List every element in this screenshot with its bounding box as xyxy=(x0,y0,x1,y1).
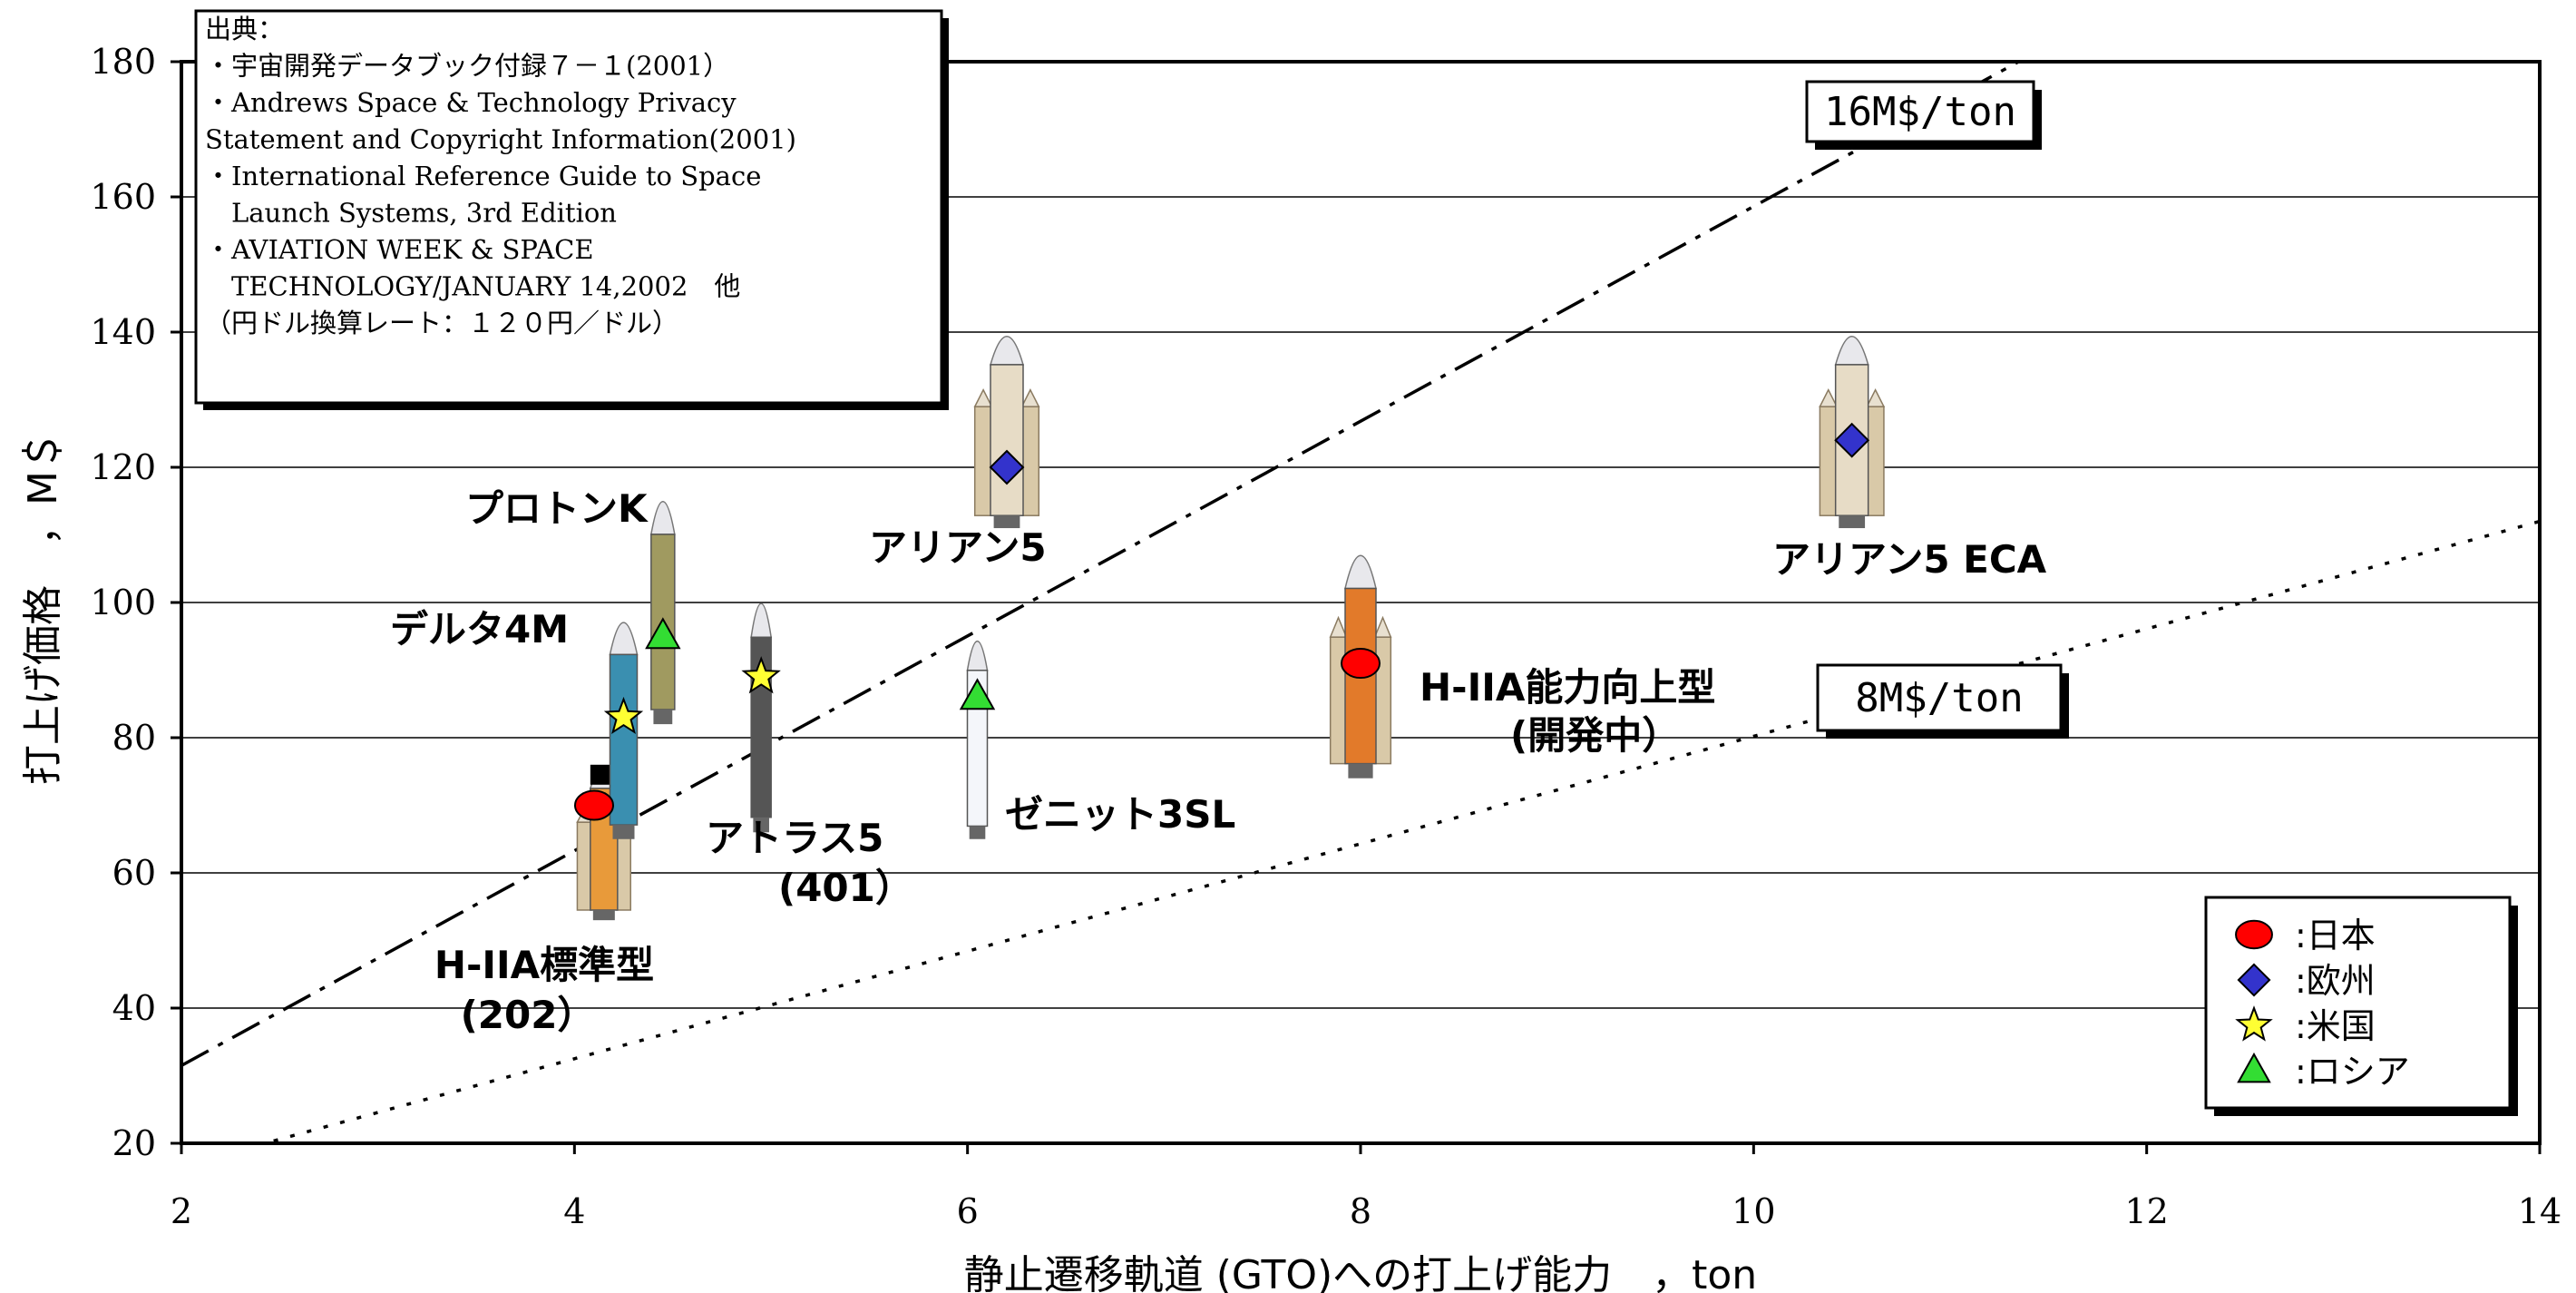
rocket-icon xyxy=(966,640,989,839)
legend-marker xyxy=(2235,919,2273,950)
legend-label: :欧州 xyxy=(2295,961,2376,1001)
legend-label: :ロシア xyxy=(2295,1052,2410,1092)
legend: :日本 :欧州 :米国 :ロシア xyxy=(2204,896,2518,1116)
reference-line xyxy=(181,62,2023,1067)
legend-label: :日本 xyxy=(2295,916,2376,955)
x-tick-label: 4 xyxy=(563,1191,585,1231)
x-tick-label: 14 xyxy=(2518,1191,2561,1231)
rate-labels: 16M$/ton 8M$/ton xyxy=(1805,80,2069,739)
vehicle-labels: H-IIA標準型 (202） H-IIA能力向上型(開発中） アリアン5 アリアン5 E… xyxy=(390,486,2047,1037)
vehicle-label: アリアン5 xyxy=(869,525,1047,570)
x-tick-label: 2 xyxy=(171,1191,192,1231)
source-line: （円ドル換算レート：１２０円／ドル） xyxy=(205,308,678,338)
vehicle-label: デルタ4M xyxy=(390,607,569,651)
x-axis-ticks: 2 4 6 8 10 12 14 xyxy=(171,1143,2561,1231)
data-point xyxy=(645,617,681,650)
source-line: ・Andrews Space & Technology Privacy xyxy=(205,87,737,118)
x-tick-label: 6 xyxy=(957,1191,979,1231)
legend-marker xyxy=(2235,1005,2273,1042)
data-point xyxy=(603,696,644,735)
source-line: Statement and Copyright Information(2001… xyxy=(205,124,796,155)
data-point xyxy=(574,789,614,821)
rate-label-box xyxy=(1805,80,2035,143)
reference-line xyxy=(259,519,2540,1143)
vehicle-label: アリアン5 ECA xyxy=(1772,537,2047,582)
reference-lines xyxy=(181,62,2540,1143)
legend-label: :米国 xyxy=(2295,1006,2376,1046)
source-line: 出典： xyxy=(205,14,284,44)
y-tick-label: 160 xyxy=(90,177,156,217)
y-tick-label: 60 xyxy=(112,853,156,893)
y-tick-label: 20 xyxy=(112,1123,156,1163)
rate-label-box xyxy=(1816,663,2063,732)
rocket-icon xyxy=(973,335,1040,529)
legend-marker xyxy=(2237,963,2271,997)
y-tick-label: 180 xyxy=(90,42,156,82)
legend-marker xyxy=(2237,1052,2271,1083)
x-axis-label: 静止遷移軌道 (GTO)への打上げ能力 ，ton xyxy=(964,1252,1757,1293)
vehicle-label: H-IIA能力向上型 xyxy=(1420,665,1715,710)
y-tick-label: 80 xyxy=(112,718,156,758)
data-point xyxy=(959,678,996,710)
x-tick-label: 10 xyxy=(1732,1191,1775,1231)
vehicle-label-line2: (202） xyxy=(461,993,596,1037)
rocket-icon xyxy=(750,602,773,833)
rocket-icon xyxy=(649,501,676,725)
rocket-icon xyxy=(609,622,639,839)
source-line: ・宇宙開発データブック付録７－１(2001） xyxy=(205,51,729,82)
x-tick-label: 12 xyxy=(2124,1191,2168,1231)
vehicle-label-line2: (開発中） xyxy=(1510,713,1680,758)
data-markers xyxy=(574,422,1870,821)
y-tick-label: 100 xyxy=(90,583,156,622)
rate-label: 16M$/ton xyxy=(1824,89,2016,135)
data-point xyxy=(1834,422,1870,458)
source-line: TECHNOLOGY/JANUARY 14,2002 他 xyxy=(205,271,740,302)
rate-label: 8M$/ton xyxy=(1855,675,2023,721)
y-tick-label: 40 xyxy=(112,988,156,1028)
data-point xyxy=(1341,648,1381,680)
data-point xyxy=(989,449,1025,485)
source-line: ・International Reference Guide to Space xyxy=(205,161,761,191)
vehicle-label: ゼニット3SL xyxy=(1005,792,1235,837)
y-axis-ticks: 20 40 60 80 100 120 140 160 180 xyxy=(90,42,181,1163)
vehicle-label: H-IIA標準型 xyxy=(434,943,654,987)
y-axis-label: 打上げ価格 ，M＄ xyxy=(20,431,66,785)
vehicle-label: アトラス5 xyxy=(706,816,883,860)
x-tick-label: 8 xyxy=(1350,1191,1371,1231)
y-tick-label: 120 xyxy=(90,447,156,487)
source-box xyxy=(194,9,943,405)
source-line: Launch Systems, 3rd Edition xyxy=(205,198,617,229)
y-tick-label: 140 xyxy=(90,312,156,352)
vehicle-label-line2: (401） xyxy=(778,866,913,910)
source-line: ・AVIATION WEEK & SPACE xyxy=(205,234,594,265)
data-point xyxy=(741,656,781,694)
vehicle-label: プロトンK xyxy=(465,486,649,531)
source-note: 出典： ・宇宙開発データブック付録７－１(2001） ・Andrews Space … xyxy=(194,9,949,410)
